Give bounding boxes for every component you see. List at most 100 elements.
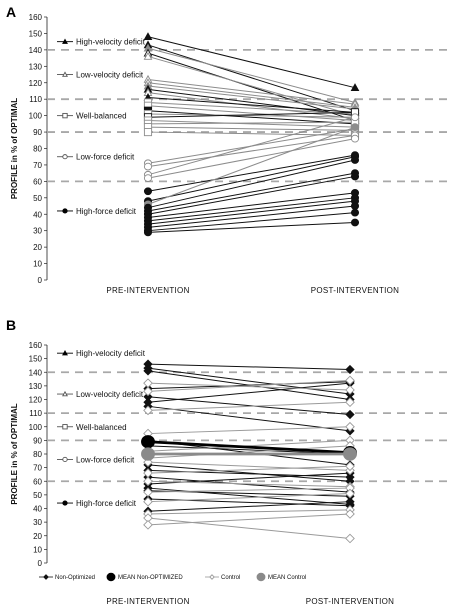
data-point xyxy=(350,202,360,210)
y-tick-label: 30 xyxy=(33,227,42,236)
series-line xyxy=(147,197,356,222)
series-line xyxy=(147,113,356,118)
series-line xyxy=(147,159,356,209)
series-line xyxy=(147,55,356,117)
series-line xyxy=(147,121,356,125)
data-point xyxy=(143,386,153,397)
y-tick-label: 40 xyxy=(33,505,42,514)
data-point xyxy=(345,421,355,432)
y-tick-label: 20 xyxy=(33,532,42,541)
data-point xyxy=(143,487,153,497)
series-line xyxy=(147,367,351,395)
zone-label: High-velocity deficit xyxy=(76,349,146,358)
series-line xyxy=(147,476,351,493)
series-line xyxy=(147,363,351,371)
y-tick-label: 0 xyxy=(38,276,43,285)
zone-label: Well-balanced xyxy=(76,112,127,121)
zone-key-marker xyxy=(62,500,68,506)
series-line xyxy=(147,382,351,403)
y-tick-label: 80 xyxy=(33,145,42,154)
zone-key-marker xyxy=(62,456,68,462)
data-point xyxy=(143,32,153,41)
data-point xyxy=(350,113,360,122)
zone-key-marker xyxy=(62,350,68,356)
series-line xyxy=(147,116,356,176)
series-line xyxy=(147,126,356,131)
data-point xyxy=(143,228,153,237)
y-tick-label: 20 xyxy=(33,243,42,252)
zone-key-marker xyxy=(62,38,68,44)
data-point xyxy=(343,447,357,461)
data-point xyxy=(143,187,153,196)
series-line xyxy=(147,111,356,118)
y-tick-label: 60 xyxy=(33,177,42,186)
y-tick-label: 40 xyxy=(33,210,42,219)
data-point xyxy=(345,461,355,472)
y-tick-label: 120 xyxy=(29,79,43,88)
zone-label: High-force deficit xyxy=(76,207,137,216)
zone-key-marker xyxy=(62,390,68,397)
series-line xyxy=(147,138,356,179)
series-line xyxy=(147,52,356,122)
series-line xyxy=(147,493,351,503)
zone-label: Well-balanced xyxy=(76,423,127,432)
data-point xyxy=(345,409,355,420)
panel-label-a: A xyxy=(6,4,16,20)
panel-a-chart: 0 10 20 30 40 50 60 70 80 90 100 110 120 130 140 150 160… xyxy=(10,13,452,295)
series-line xyxy=(147,465,351,474)
zone-key-marker xyxy=(62,154,68,160)
series-line xyxy=(147,382,351,391)
series-line xyxy=(147,212,356,232)
y-tick-label: 0 xyxy=(38,559,43,568)
zone-label: High-velocity deficit xyxy=(76,38,146,47)
legend-marker xyxy=(209,574,215,580)
data-point xyxy=(350,218,360,227)
series-line xyxy=(147,200,356,225)
data-point xyxy=(350,172,360,181)
data-point xyxy=(350,208,360,217)
data-point xyxy=(143,366,153,376)
data-point xyxy=(143,51,153,60)
series-line xyxy=(147,517,351,539)
series-line xyxy=(147,97,356,113)
series-line xyxy=(147,105,356,122)
legend-label: Non-Optimized xyxy=(55,575,95,581)
series-line xyxy=(147,205,356,228)
series-line xyxy=(147,461,351,471)
data-point xyxy=(143,128,153,137)
series-line xyxy=(147,192,356,219)
y-tick-label: 10 xyxy=(33,545,42,554)
data-point xyxy=(141,435,155,449)
series-line xyxy=(147,221,356,233)
data-point xyxy=(345,533,355,544)
y-tick-label: 130 xyxy=(29,62,43,71)
y-axis-title: PROFILE in % of OPTIMAL xyxy=(10,403,19,504)
legend-marker xyxy=(256,572,266,582)
series-line xyxy=(147,156,356,202)
series-line xyxy=(147,480,351,488)
y-tick-label: 120 xyxy=(29,396,43,405)
y-tick-label: 140 xyxy=(29,368,43,377)
legend-marker xyxy=(43,574,49,580)
series-line xyxy=(147,440,351,455)
series-line xyxy=(147,82,356,108)
data-point xyxy=(143,476,153,487)
zone-label: Low-force deficit xyxy=(76,455,135,464)
data-point xyxy=(350,156,360,164)
series-line xyxy=(147,513,351,526)
y-tick-label: 70 xyxy=(33,464,42,473)
data-point xyxy=(345,509,355,519)
y-tick-label: 140 xyxy=(29,46,43,55)
x-category-label: PRE-INTERVENTION xyxy=(106,286,189,295)
data-point xyxy=(345,397,355,408)
series-line xyxy=(147,469,351,478)
series-line xyxy=(147,36,356,89)
series-line xyxy=(147,509,351,515)
series-line xyxy=(147,405,351,432)
y-tick-label: 60 xyxy=(33,477,42,486)
data-point xyxy=(143,520,153,530)
series-line xyxy=(147,88,356,117)
series-line xyxy=(147,487,351,505)
series-line xyxy=(147,120,356,128)
y-tick-label: 100 xyxy=(29,423,43,432)
